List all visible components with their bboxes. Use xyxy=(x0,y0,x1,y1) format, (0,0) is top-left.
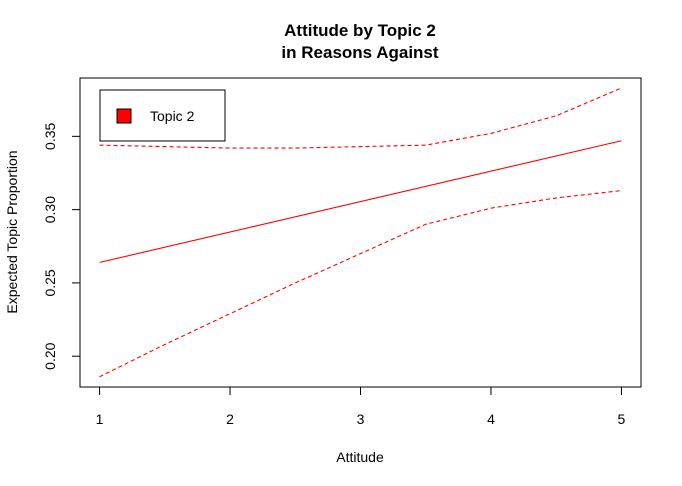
y-axis: 0.20 0.25 0.30 0.35 xyxy=(42,123,81,370)
y-tick-label: 0.25 xyxy=(42,269,58,296)
x-tick-label: 5 xyxy=(618,411,626,427)
y-axis-label: Expected Topic Proportion xyxy=(4,150,20,313)
x-tick-label: 2 xyxy=(226,411,234,427)
lower-ci-line xyxy=(99,190,622,378)
x-axis-label: Attitude xyxy=(336,449,384,465)
y-tick-label: 0.20 xyxy=(42,342,58,369)
chart-title-line2: in Reasons Against xyxy=(281,43,438,62)
x-tick-label: 4 xyxy=(487,411,495,427)
y-tick-label: 0.30 xyxy=(42,196,58,223)
upper-ci-line xyxy=(99,87,622,149)
x-tick-label: 1 xyxy=(96,411,104,427)
fit-line xyxy=(99,140,622,263)
y-tick-label: 0.35 xyxy=(42,123,58,150)
plot-area xyxy=(99,87,622,378)
legend-swatch xyxy=(116,108,132,124)
legend: Topic 2 xyxy=(99,89,226,142)
legend-label: Topic 2 xyxy=(150,108,195,124)
chart-title-line1: Attitude by Topic 2 xyxy=(284,21,436,40)
x-tick-label: 3 xyxy=(357,411,365,427)
x-axis: 1 2 3 4 5 xyxy=(96,386,626,427)
